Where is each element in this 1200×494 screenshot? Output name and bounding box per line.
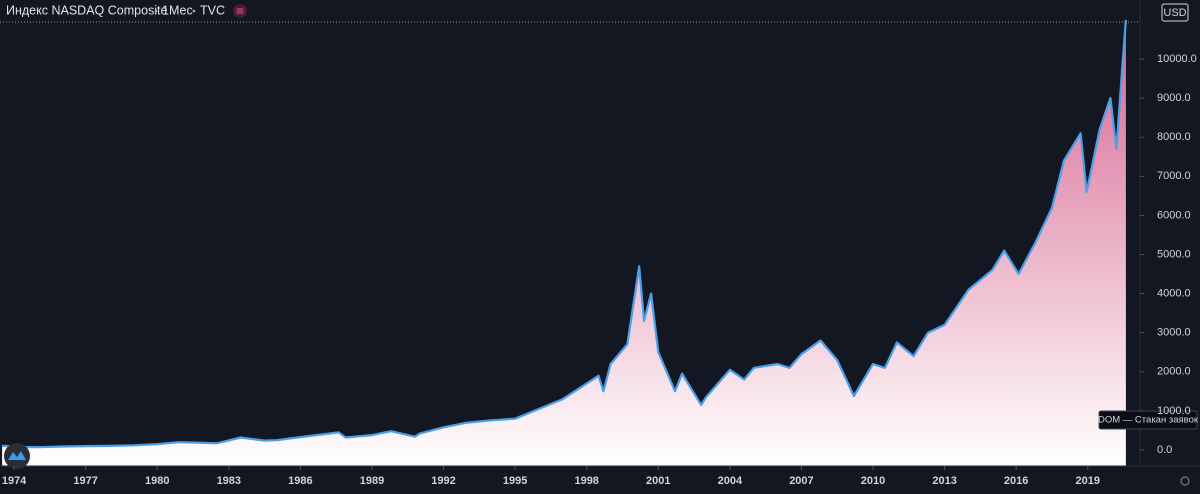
separator xyxy=(192,9,196,13)
x-tick-label: 2013 xyxy=(932,475,956,487)
y-tick-label: 1000.0 xyxy=(1157,405,1191,417)
x-tick-label: 1989 xyxy=(360,475,384,487)
logo[interactable] xyxy=(4,443,30,469)
x-tick-label: 2016 xyxy=(1004,475,1028,487)
y-tick-label: 7000.0 xyxy=(1157,170,1191,182)
tooltip-box xyxy=(1098,410,1198,430)
menu-icon-lines xyxy=(236,8,244,14)
x-tick-label: 1986 xyxy=(288,475,312,487)
x-tick-label: 1998 xyxy=(574,475,598,487)
separator xyxy=(154,9,158,13)
x-tick-label: 1977 xyxy=(73,475,97,487)
x-tick-label: 1983 xyxy=(217,475,241,487)
x-tick-label: 1980 xyxy=(145,475,169,487)
y-tick-label: 5000.0 xyxy=(1157,248,1191,260)
interval[interactable]: 1Мес xyxy=(162,3,193,17)
area-fill xyxy=(2,19,1126,467)
y-tick-label: 3000.0 xyxy=(1157,327,1191,339)
y-tick-label: 2000.0 xyxy=(1157,366,1191,378)
symbol-name[interactable]: Индекс NASDAQ Composite xyxy=(6,3,168,17)
x-tick-label: 2004 xyxy=(718,475,743,487)
x-tick-label: 2001 xyxy=(646,475,670,487)
currency: USD xyxy=(1163,7,1186,19)
settings-icon[interactable] xyxy=(1180,476,1190,486)
y-tick-label: 0.0 xyxy=(1157,444,1172,456)
x-tick-label: 2019 xyxy=(1076,475,1100,487)
plot-area xyxy=(2,19,1127,467)
y-tick-label: 8000.0 xyxy=(1157,131,1191,143)
x-tick-label: 2010 xyxy=(861,475,885,487)
source[interactable]: TVC xyxy=(200,3,225,17)
y-tick-label: 6000.0 xyxy=(1157,209,1191,221)
x-tick-label: 2007 xyxy=(789,475,813,487)
logo-shape xyxy=(8,451,26,460)
tooltip: DOM — Стакан заявок xyxy=(1098,415,1199,426)
x-tick-label: 1995 xyxy=(503,475,527,487)
x-tick-label: 1974 xyxy=(2,475,27,487)
x-tick-label: 1992 xyxy=(431,475,455,487)
y-tick-label: 4000.0 xyxy=(1157,288,1191,300)
y-tick-label: 9000.0 xyxy=(1157,92,1191,104)
y-tick-label: 10000.0 xyxy=(1157,53,1197,65)
currency-box[interactable] xyxy=(1161,3,1189,22)
price-line xyxy=(2,19,1127,449)
